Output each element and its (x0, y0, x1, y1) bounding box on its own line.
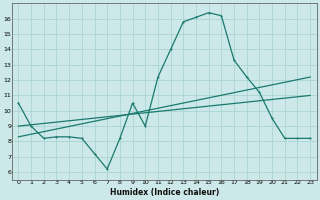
X-axis label: Humidex (Indice chaleur): Humidex (Indice chaleur) (110, 188, 219, 197)
